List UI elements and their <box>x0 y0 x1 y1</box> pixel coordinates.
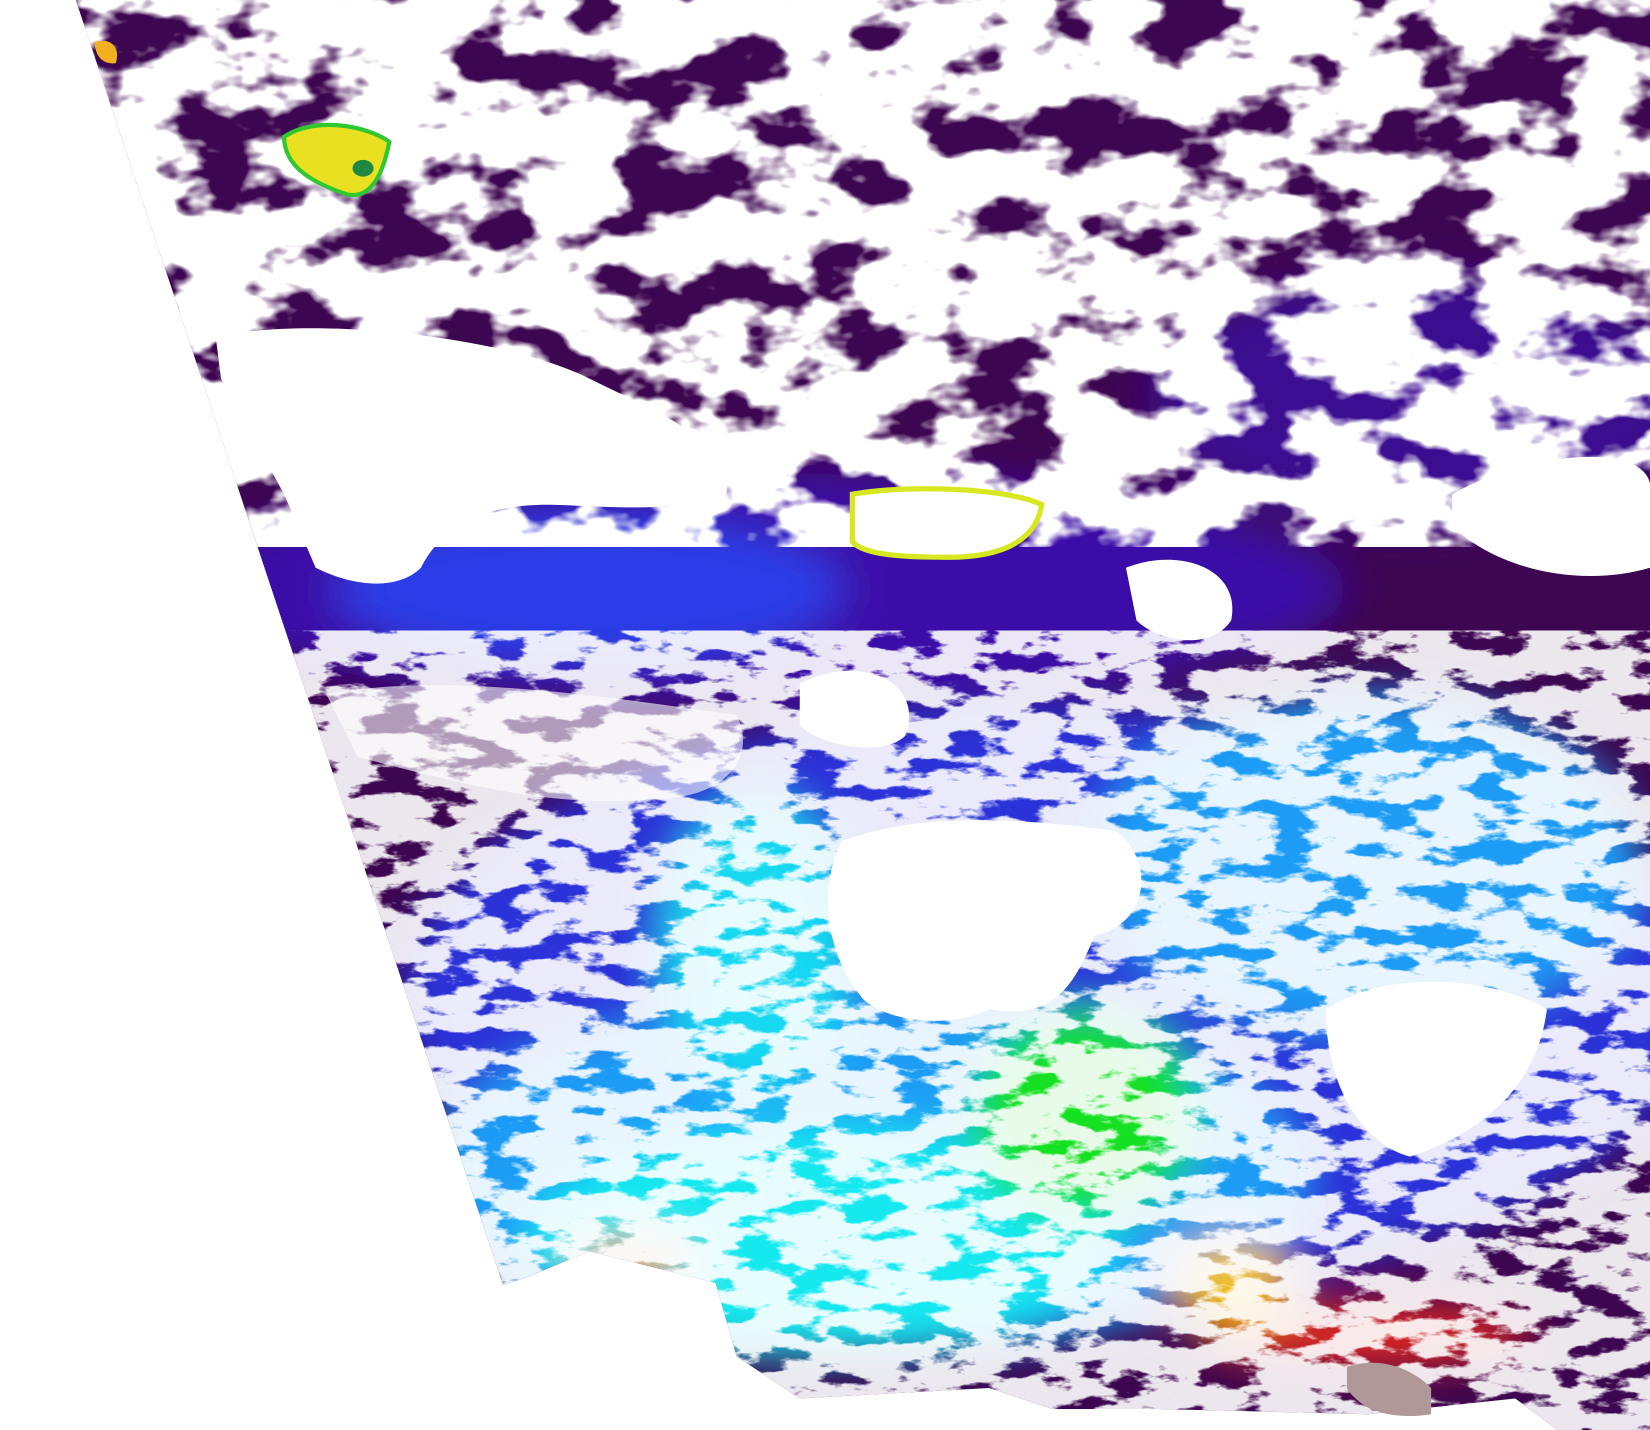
coastal-patch-northwest <box>94 40 118 64</box>
cloud-cover-north <box>75 0 1650 547</box>
cloud-east <box>1125 559 1233 641</box>
islands <box>94 40 1432 1417</box>
bank-center <box>352 159 374 177</box>
cloud-central <box>799 670 910 748</box>
large-clouds <box>215 328 1650 1157</box>
cloud-west <box>326 685 744 802</box>
island-puerto-rico <box>849 486 1045 560</box>
cloud-northeast <box>1452 456 1650 577</box>
cloud-large-south <box>828 820 1142 1021</box>
cloud-hispaniola <box>215 328 727 584</box>
cloud-southeast <box>1325 981 1547 1157</box>
land-gray-south <box>1346 1362 1432 1417</box>
shallow-bank-north <box>282 122 392 198</box>
blue-band <box>336 515 842 663</box>
